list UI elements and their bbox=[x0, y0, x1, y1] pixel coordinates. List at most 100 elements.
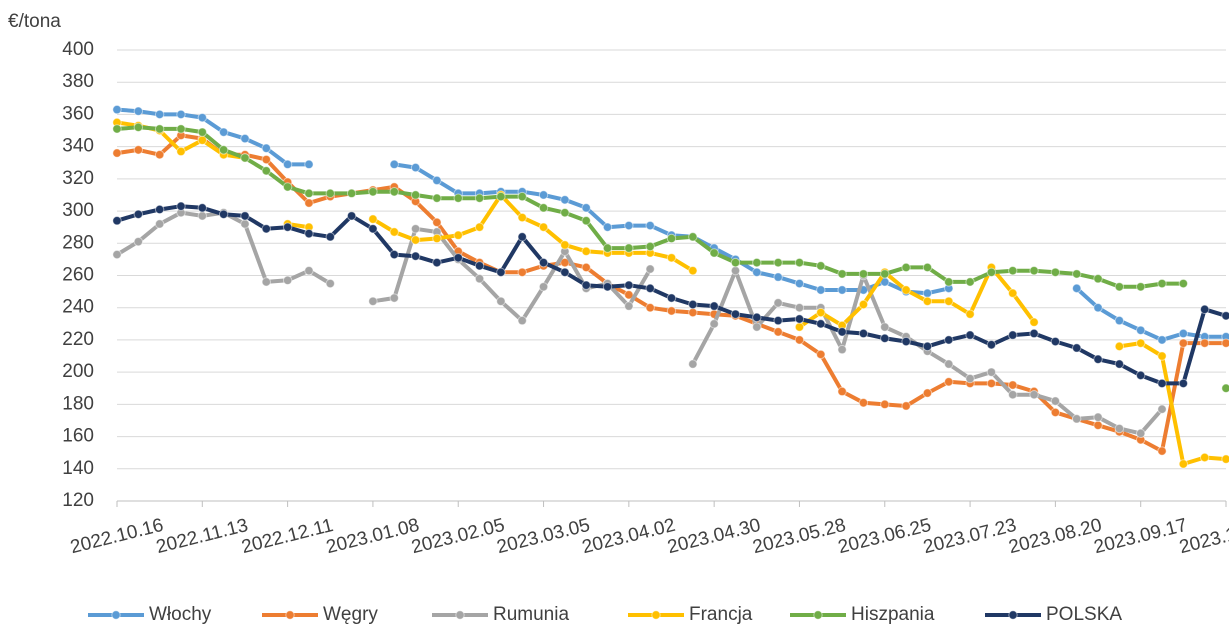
data-point bbox=[944, 377, 954, 387]
data-point bbox=[688, 359, 698, 369]
data-point bbox=[965, 373, 975, 384]
data-point bbox=[1135, 370, 1146, 381]
data-point bbox=[240, 211, 250, 221]
data-point bbox=[517, 232, 527, 242]
data-point bbox=[1157, 351, 1167, 361]
data-point bbox=[709, 319, 719, 329]
data-point bbox=[112, 148, 122, 158]
data-point bbox=[666, 233, 677, 244]
data-point bbox=[1072, 269, 1082, 279]
data-point bbox=[197, 127, 208, 137]
data-point bbox=[1114, 282, 1125, 292]
data-point bbox=[1093, 274, 1103, 284]
data-point bbox=[538, 190, 549, 200]
data-point bbox=[581, 216, 591, 226]
data-point bbox=[1093, 420, 1103, 430]
data-point bbox=[1008, 380, 1018, 390]
data-point bbox=[986, 340, 997, 350]
x-tick-label: 2023.04.30 bbox=[665, 515, 762, 558]
legend-label: Francja bbox=[689, 604, 753, 625]
data-point bbox=[261, 143, 271, 153]
data-point bbox=[154, 109, 165, 120]
data-point bbox=[496, 191, 506, 202]
data-point bbox=[1114, 423, 1125, 434]
y-tick-label: 140 bbox=[62, 458, 94, 479]
data-point bbox=[688, 265, 698, 276]
data-point bbox=[389, 293, 399, 303]
data-point bbox=[517, 212, 527, 223]
data-point bbox=[410, 162, 421, 173]
data-point bbox=[1135, 338, 1146, 348]
y-tick-label: 220 bbox=[62, 329, 94, 350]
x-tick-label: 2023.05.28 bbox=[751, 515, 848, 558]
data-point bbox=[133, 122, 144, 133]
data-point bbox=[965, 309, 975, 319]
data-point bbox=[346, 188, 357, 199]
y-tick-label: 280 bbox=[62, 232, 94, 253]
data-point bbox=[368, 187, 378, 197]
data-point bbox=[1093, 412, 1103, 422]
y-axis-label: €/tona bbox=[8, 11, 61, 32]
data-point bbox=[986, 267, 997, 277]
data-point bbox=[1093, 303, 1103, 313]
x-tick-label: 2023.02.05 bbox=[409, 515, 506, 558]
data-point bbox=[197, 203, 208, 213]
y-tick-label: 340 bbox=[62, 136, 94, 157]
y-tick-label: 400 bbox=[62, 39, 94, 60]
data-point bbox=[240, 133, 250, 144]
data-point bbox=[1135, 282, 1146, 292]
data-point bbox=[794, 278, 805, 289]
data-point bbox=[1221, 454, 1229, 464]
data-point bbox=[794, 314, 805, 324]
data-point bbox=[1178, 278, 1189, 289]
data-point bbox=[517, 191, 527, 202]
data-point bbox=[1157, 446, 1167, 456]
data-point bbox=[282, 159, 293, 170]
data-point bbox=[624, 301, 634, 311]
data-point bbox=[752, 257, 762, 268]
y-tick-label: 320 bbox=[62, 168, 94, 189]
data-point bbox=[133, 106, 144, 116]
data-point bbox=[240, 219, 250, 229]
data-point bbox=[1199, 338, 1210, 348]
data-point bbox=[794, 335, 805, 345]
data-point bbox=[197, 112, 208, 123]
legend-label: Węgry bbox=[323, 604, 378, 625]
data-point bbox=[432, 233, 442, 244]
data-point bbox=[816, 285, 826, 295]
data-point bbox=[410, 235, 421, 245]
data-point bbox=[1178, 378, 1189, 389]
data-point bbox=[560, 240, 570, 250]
data-point bbox=[1072, 283, 1082, 294]
data-point bbox=[325, 232, 335, 242]
data-point bbox=[538, 282, 549, 292]
data-point bbox=[794, 303, 805, 313]
data-point bbox=[304, 159, 314, 170]
data-point bbox=[240, 153, 250, 163]
x-tick-label: 2023.06.25 bbox=[836, 515, 933, 558]
data-point bbox=[368, 296, 378, 306]
data-point bbox=[389, 159, 399, 170]
legend-marker bbox=[455, 610, 465, 620]
data-point bbox=[1157, 378, 1167, 389]
data-point bbox=[645, 283, 655, 294]
data-point bbox=[816, 319, 826, 329]
data-point bbox=[666, 253, 677, 263]
data-point bbox=[261, 154, 271, 165]
data-point bbox=[133, 236, 144, 247]
data-point bbox=[709, 301, 719, 311]
data-point bbox=[538, 222, 549, 232]
data-point bbox=[944, 335, 954, 345]
data-point bbox=[688, 232, 698, 242]
y-tick-label: 260 bbox=[62, 265, 94, 286]
data-point bbox=[688, 307, 698, 318]
data-point bbox=[666, 306, 677, 316]
data-point bbox=[261, 277, 271, 287]
data-point bbox=[432, 217, 442, 228]
data-point bbox=[602, 243, 613, 253]
y-tick-label: 120 bbox=[62, 490, 94, 511]
x-tick-label: 2022.10.16 bbox=[68, 515, 165, 558]
data-point bbox=[837, 327, 847, 337]
data-point bbox=[474, 193, 485, 203]
data-point bbox=[730, 309, 741, 319]
